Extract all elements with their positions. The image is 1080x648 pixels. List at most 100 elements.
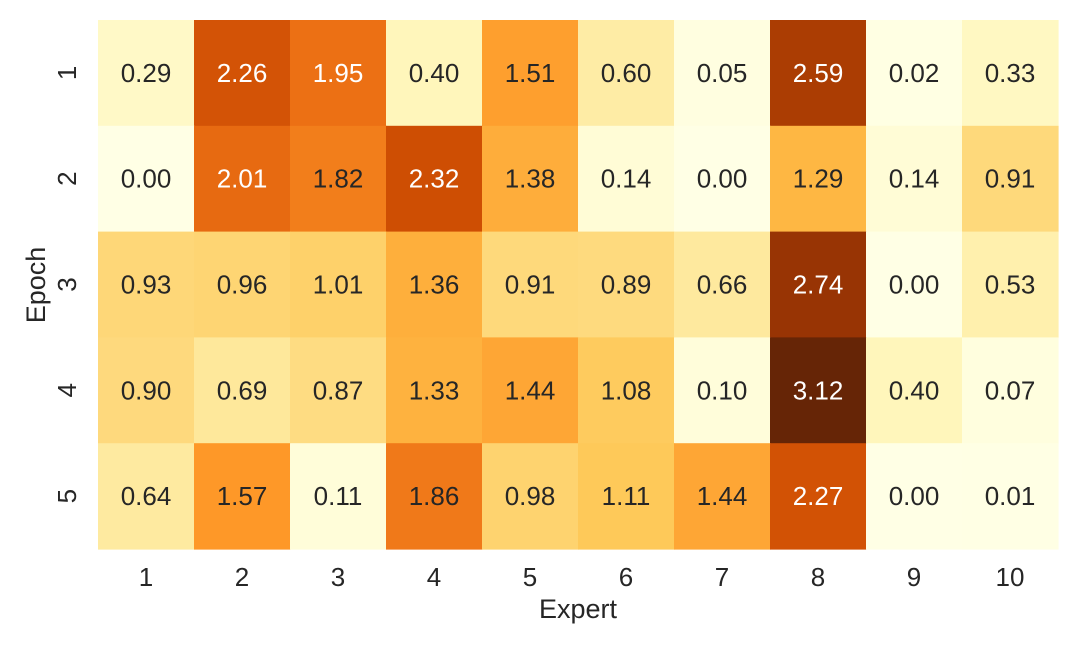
heatmap-cell-value: 2.26 [217, 58, 268, 88]
heatmap-cell-value: 0.02 [889, 58, 940, 88]
heatmap-cell [770, 443, 867, 550]
y-tick-label: 2 [52, 171, 82, 185]
heatmap-cell [194, 337, 291, 444]
heatmap-cell-value: 0.00 [697, 164, 748, 194]
heatmap-cell-value: 3.12 [793, 375, 844, 405]
heatmap-cell [194, 231, 291, 338]
heatmap-cell [866, 125, 963, 233]
heatmap-cell-value: 1.11 [602, 481, 651, 511]
heatmap-cell-value: 0.29 [121, 58, 172, 88]
heatmap-cell-value: 0.53 [985, 270, 1036, 300]
heatmap-cell [98, 20, 195, 127]
heatmap-cell-value: 0.10 [697, 375, 748, 405]
heatmap-cell-value: 0.40 [889, 375, 940, 405]
heatmap-cell [962, 20, 1059, 127]
y-axis-ticks: 1 2 3 4 5 [52, 66, 82, 504]
heatmap-cell [962, 443, 1059, 550]
heatmap-cell [770, 20, 867, 127]
heatmap-cell-value: 0.91 [505, 270, 556, 300]
heatmap-cell-value: 1.51 [505, 58, 556, 88]
heatmap-cell-value: 0.00 [121, 164, 172, 194]
heatmap-cell-labels: 0.29 2.26 1.95 0.40 1.51 0.60 0.05 2.59 0.02 0.33… [121, 58, 1036, 511]
heatmap-cell-value: 0.40 [409, 58, 460, 88]
heatmap-cell-value: 0.05 [697, 58, 748, 88]
x-tick-label: 3 [331, 562, 345, 592]
heatmap-cell [578, 337, 675, 444]
heatmap-cell-value: 2.74 [793, 270, 844, 300]
heatmap-cell [578, 20, 675, 127]
heatmap-cell [386, 443, 483, 550]
heatmap-cell-value: 2.27 [793, 481, 844, 511]
heatmap-cell [866, 20, 963, 127]
heatmap-cell [578, 443, 675, 550]
heatmap-cell [866, 443, 963, 550]
heatmap-cell [866, 231, 963, 338]
heatmap-cell [482, 337, 579, 444]
x-tick-label: 1 [139, 562, 153, 592]
heatmap-cell-value: 0.89 [601, 270, 652, 300]
heatmap-cell [770, 125, 867, 233]
heatmap-cell [98, 125, 195, 233]
heatmap-cell-value: 0.64 [121, 481, 172, 511]
heatmap-cell [290, 443, 387, 550]
heatmap-cell-value: 1.38 [505, 164, 556, 194]
y-tick-label: 1 [52, 66, 82, 80]
x-tick-label: 10 [996, 562, 1025, 592]
heatmap-cell [578, 125, 675, 233]
heatmap-cell [674, 443, 771, 550]
heatmap-cell [770, 337, 867, 444]
heatmap-cell-value: 0.01 [985, 481, 1036, 511]
heatmap-cell-value: 1.86 [409, 481, 460, 511]
y-axis-title: Epoch [21, 247, 51, 324]
x-axis-title: Expert [539, 594, 618, 624]
heatmap-cell [482, 125, 579, 233]
heatmap-cell-value: 0.87 [313, 375, 364, 405]
heatmap-cell-value: 1.44 [697, 481, 748, 511]
heatmap-cell-value: 0.00 [889, 481, 940, 511]
heatmap-cell-value: 2.59 [793, 58, 844, 88]
heatmap-cell [770, 231, 867, 338]
heatmap-cell-value: 0.11 [314, 481, 363, 511]
heatmap-cell [290, 231, 387, 338]
heatmap-cell [194, 443, 291, 550]
heatmap-cell [962, 231, 1059, 338]
heatmap-cell-value: 0.98 [505, 481, 556, 511]
heatmap-cell-value: 0.33 [985, 58, 1036, 88]
heatmap-cell [290, 337, 387, 444]
heatmap-cell-value: 0.93 [121, 270, 172, 300]
heatmap-cell-value: 0.90 [121, 375, 172, 405]
heatmap-cell [98, 337, 195, 444]
y-tick-label: 4 [52, 383, 82, 397]
heatmap-cell-value: 0.00 [889, 270, 940, 300]
heatmap-cell [674, 20, 771, 127]
heatmap-cell [290, 20, 387, 127]
heatmap-cell-value: 2.01 [217, 164, 268, 194]
heatmap-cell [194, 20, 291, 127]
x-tick-label: 5 [523, 562, 537, 592]
heatmap-cell-value: 1.82 [313, 164, 364, 194]
heatmap-cell-value: 1.08 [601, 375, 652, 405]
heatmap-cell [866, 337, 963, 444]
heatmap-cell-value: 1.33 [409, 375, 460, 405]
heatmap-cell-value: 0.60 [601, 58, 652, 88]
heatmap-cell-value: 2.32 [409, 164, 460, 194]
heatmap-cell [482, 231, 579, 338]
heatmap-cell-value: 1.01 [313, 270, 364, 300]
heatmap-cell [386, 231, 483, 338]
heatmap-cell [194, 125, 291, 233]
heatmap-cell-value: 0.91 [985, 164, 1036, 194]
heatmap-cell-value: 0.69 [217, 375, 268, 405]
y-tick-label: 3 [52, 277, 82, 291]
y-tick-label: 5 [52, 489, 82, 503]
heatmap-cell-value: 1.95 [313, 58, 364, 88]
heatmap-cell [482, 20, 579, 127]
heatmap-cell [386, 125, 483, 233]
heatmap-cells [98, 20, 1059, 550]
heatmap-cell-value: 0.07 [985, 375, 1036, 405]
heatmap-cell [962, 125, 1059, 233]
heatmap-cell [674, 337, 771, 444]
heatmap-cell-value: 1.36 [409, 270, 460, 300]
x-tick-label: 6 [619, 562, 633, 592]
heatmap-cell-value: 0.14 [889, 164, 940, 194]
